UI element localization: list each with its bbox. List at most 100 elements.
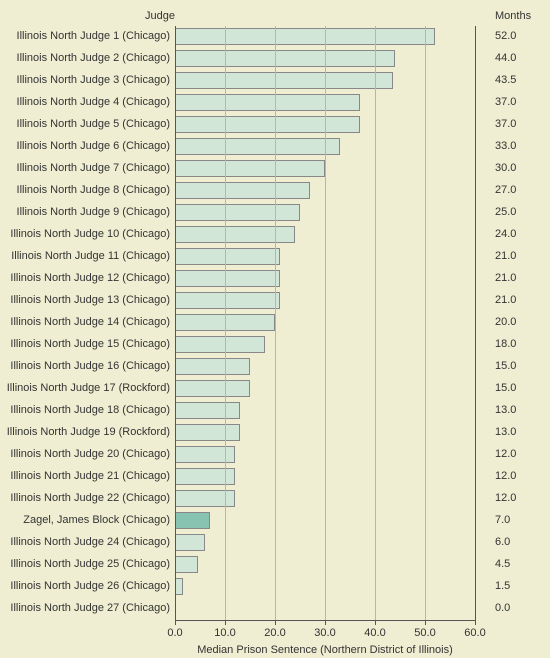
- bar: [175, 336, 265, 353]
- judge-label: Illinois North Judge 22 (Chicago): [0, 492, 170, 504]
- bar: [175, 490, 235, 507]
- months-value: 44.0: [495, 52, 516, 64]
- judge-label: Illinois North Judge 26 (Chicago): [0, 580, 170, 592]
- bar: [175, 556, 198, 573]
- bar: [175, 468, 235, 485]
- judge-label: Illinois North Judge 1 (Chicago): [0, 30, 170, 42]
- gridline: [225, 26, 226, 620]
- gridline: [325, 26, 326, 620]
- x-tick: [425, 620, 426, 625]
- months-value: 12.0: [495, 448, 516, 460]
- bar: [175, 424, 240, 441]
- median-sentence-chart: Judge Months Illinois North Judge 1 (Chi…: [0, 0, 550, 658]
- judge-label: Illinois North Judge 9 (Chicago): [0, 206, 170, 218]
- months-value: 37.0: [495, 118, 516, 130]
- months-value: 7.0: [495, 514, 510, 526]
- judge-label: Illinois North Judge 10 (Chicago): [0, 228, 170, 240]
- months-value: 52.0: [495, 30, 516, 42]
- gridline: [275, 26, 276, 620]
- months-value: 30.0: [495, 162, 516, 174]
- bar: [175, 534, 205, 551]
- months-value: 12.0: [495, 470, 516, 482]
- months-value: 33.0: [495, 140, 516, 152]
- judge-label: Illinois North Judge 7 (Chicago): [0, 162, 170, 174]
- months-value: 15.0: [495, 382, 516, 394]
- bar: [175, 94, 360, 111]
- bar: [175, 204, 300, 221]
- months-value: 20.0: [495, 316, 516, 328]
- judge-label: Illinois North Judge 8 (Chicago): [0, 184, 170, 196]
- bar: [175, 578, 183, 595]
- gridline: [375, 26, 376, 620]
- judge-label: Illinois North Judge 25 (Chicago): [0, 558, 170, 570]
- x-tick-label: 40.0: [364, 627, 385, 639]
- bar: [175, 402, 240, 419]
- months-value: 12.0: [495, 492, 516, 504]
- x-tick: [175, 620, 176, 625]
- bar: [175, 160, 325, 177]
- judge-label: Illinois North Judge 14 (Chicago): [0, 316, 170, 328]
- judge-label: Illinois North Judge 19 (Rockford): [0, 426, 170, 438]
- bar: [175, 138, 340, 155]
- months-value: 18.0: [495, 338, 516, 350]
- bar: [175, 28, 435, 45]
- judge-label: Illinois North Judge 12 (Chicago): [0, 272, 170, 284]
- judge-label: Illinois North Judge 21 (Chicago): [0, 470, 170, 482]
- months-value: 13.0: [495, 426, 516, 438]
- judge-label: Illinois North Judge 6 (Chicago): [0, 140, 170, 152]
- column-header-judge: Judge: [145, 10, 175, 22]
- months-value: 21.0: [495, 250, 516, 262]
- y-axis-line: [175, 26, 176, 620]
- gridline: [475, 26, 476, 620]
- x-tick-label: 50.0: [414, 627, 435, 639]
- bar: [175, 72, 393, 89]
- months-value: 37.0: [495, 96, 516, 108]
- bar: [175, 182, 310, 199]
- months-value: 24.0: [495, 228, 516, 240]
- months-value: 25.0: [495, 206, 516, 218]
- judge-label: Illinois North Judge 13 (Chicago): [0, 294, 170, 306]
- bar: [175, 358, 250, 375]
- bar: [175, 446, 235, 463]
- judge-label: Illinois North Judge 4 (Chicago): [0, 96, 170, 108]
- months-value: 21.0: [495, 294, 516, 306]
- judge-label: Zagel, James Block (Chicago): [0, 514, 170, 526]
- x-tick-label: 30.0: [314, 627, 335, 639]
- judge-label: Illinois North Judge 24 (Chicago): [0, 536, 170, 548]
- judge-label: Illinois North Judge 11 (Chicago): [0, 250, 170, 262]
- months-value: 6.0: [495, 536, 510, 548]
- bar: [175, 270, 280, 287]
- bar: [175, 512, 210, 529]
- x-tick-label: 20.0: [264, 627, 285, 639]
- bar: [175, 50, 395, 67]
- x-tick: [375, 620, 376, 625]
- judge-label: Illinois North Judge 17 (Rockford): [0, 382, 170, 394]
- months-value: 21.0: [495, 272, 516, 284]
- months-value: 43.5: [495, 74, 516, 86]
- bar: [175, 292, 280, 309]
- judge-label: Illinois North Judge 15 (Chicago): [0, 338, 170, 350]
- months-value: 4.5: [495, 558, 510, 570]
- judge-label: Illinois North Judge 27 (Chicago): [0, 602, 170, 614]
- x-tick: [275, 620, 276, 625]
- judge-label: Illinois North Judge 18 (Chicago): [0, 404, 170, 416]
- bar: [175, 226, 295, 243]
- months-value: 0.0: [495, 602, 510, 614]
- judge-label: Illinois North Judge 5 (Chicago): [0, 118, 170, 130]
- months-value: 13.0: [495, 404, 516, 416]
- judge-label: Illinois North Judge 3 (Chicago): [0, 74, 170, 86]
- x-tick: [475, 620, 476, 625]
- column-header-months: Months: [495, 10, 531, 22]
- x-tick: [225, 620, 226, 625]
- judge-label: Illinois North Judge 20 (Chicago): [0, 448, 170, 460]
- x-tick-label: 0.0: [167, 627, 182, 639]
- gridline: [425, 26, 426, 620]
- bar: [175, 116, 360, 133]
- x-tick-label: 10.0: [214, 627, 235, 639]
- judge-label: Illinois North Judge 16 (Chicago): [0, 360, 170, 372]
- months-value: 15.0: [495, 360, 516, 372]
- bar: [175, 380, 250, 397]
- months-value: 1.5: [495, 580, 510, 592]
- x-axis-title: Median Prison Sentence (Northern Distric…: [175, 644, 475, 656]
- months-value: 27.0: [495, 184, 516, 196]
